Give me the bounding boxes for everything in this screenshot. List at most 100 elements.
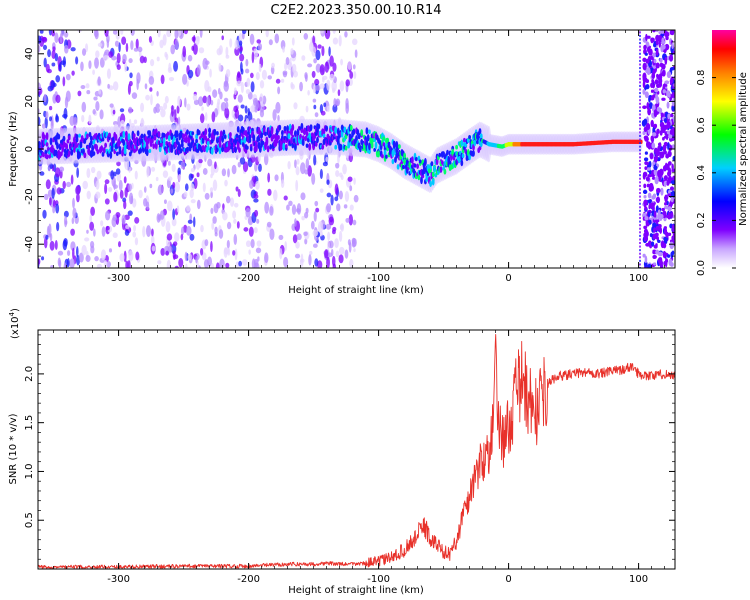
spectrogram-ridge-cell <box>104 142 107 148</box>
spectrogram-noise-blob <box>342 164 347 175</box>
spectrogram-noise-blob <box>319 83 325 89</box>
spectrogram-noise-blob <box>38 44 41 53</box>
spectrogram-noise-blob <box>192 94 198 101</box>
spectrogram-noise-blob <box>88 114 92 125</box>
spectrogram-noise-blob <box>101 226 106 237</box>
spectrogram-edge-noise <box>658 40 662 48</box>
spectrogram-noise-blob <box>273 189 278 202</box>
spectrogram-noise-blob <box>330 248 334 257</box>
spectrogram-noise-blob <box>72 197 75 209</box>
spectrogram-edge-streak <box>639 256 641 259</box>
spectrogram-ridge-cell <box>49 137 53 146</box>
spectrogram-noise-blob <box>90 206 95 216</box>
spectrogram-noise-blob <box>163 199 167 205</box>
spectrogram-edge-noise <box>671 105 675 111</box>
spectrogram-noise-blob <box>90 166 96 174</box>
spectrogram-noise-blob <box>108 248 113 253</box>
spectrogram-edge-noise <box>651 142 656 149</box>
spectrogram-noise-blob <box>285 57 290 66</box>
spectrogram-noise-blob <box>340 223 345 232</box>
spectrogram-noise-blob <box>305 105 309 113</box>
spectrogram-noise-blob <box>121 214 126 225</box>
spectrogram-edge-noise <box>651 132 657 137</box>
spectrogram-noise-blob <box>150 94 153 106</box>
spectrogram-noise-blob <box>49 116 53 122</box>
spectrogram-noise-blob <box>225 46 229 57</box>
spectrogram-noise-blob <box>130 30 135 36</box>
spectrogram-noise-blob <box>313 58 317 64</box>
spectrogram-noise-blob <box>351 240 356 248</box>
spectrogram-noise-blob <box>89 221 95 231</box>
spectrogram-noise-blob <box>312 98 317 103</box>
spectrogram-noise-blob <box>62 239 68 251</box>
spectrogram-noise-blob <box>320 231 323 237</box>
spectrogram-noise-blob <box>104 30 109 37</box>
spectrogram-ridge-cell <box>65 144 68 150</box>
spectrogram-ridge-cell <box>114 133 118 142</box>
spectrogram-ridge-cell <box>123 147 127 155</box>
spectrogram-ridge-cell <box>182 133 186 138</box>
spectrogram-noise-blob <box>78 252 84 263</box>
spectrogram-ridge-cell <box>223 134 227 139</box>
spectrogram-noise-blob <box>259 80 265 89</box>
spectrogram-noise-blob <box>292 63 297 74</box>
spectrogram-noise-blob <box>345 79 350 87</box>
spectrogram-noise-blob <box>128 183 132 192</box>
spectrogram-noise-blob <box>314 112 319 118</box>
spectrogram-edge-noise <box>654 79 659 85</box>
spectrogram-noise-blob <box>81 101 87 113</box>
spectrogram-noise-blob <box>143 56 147 64</box>
spectrogram-noise-blob <box>245 89 251 95</box>
spectrogram-edge-streak <box>639 70 641 73</box>
spectrogram-noise-blob <box>223 247 228 258</box>
spectrogram-noise-blob <box>47 189 53 198</box>
spectrogram-ridge-cell <box>60 151 63 157</box>
spectrogram-noise-blob <box>212 179 218 192</box>
spectrogram-noise-blob <box>95 191 101 199</box>
spectrogram-noise-blob <box>173 60 179 72</box>
spectrogram-edge-noise <box>655 62 660 69</box>
spectrogram-ridge-cell <box>414 156 418 162</box>
spectrogram-ridge-cell <box>56 142 59 150</box>
spectrogram-ridge-cell <box>443 168 447 175</box>
spectrogram-ridge-cell <box>109 151 113 159</box>
spectrogram-noise-blob <box>304 211 309 219</box>
spectrogram-noise-blob <box>94 57 99 69</box>
spectrogram-noise-blob <box>130 40 134 51</box>
spectrogram-ridge-cell <box>308 142 312 151</box>
spectrogram-noise-blob <box>172 250 176 260</box>
spectrogram-noise-blob <box>63 262 67 268</box>
spectrogram-noise-blob <box>204 112 208 121</box>
spectrogram-edge-noise <box>642 173 647 178</box>
spectrogram-noise-blob <box>96 170 102 180</box>
spectrogram-noise-blob <box>274 33 280 44</box>
spectrogram-noise-blob <box>235 186 239 192</box>
spectrogram-noise-blob <box>324 30 331 40</box>
spectrogram-noise-blob <box>325 223 332 230</box>
spectrogram-edge-streak <box>639 188 641 191</box>
spectrogram-noise-blob <box>107 83 110 89</box>
spectrogram-edge-noise <box>659 130 663 136</box>
spectrogram-noise-blob <box>344 31 348 38</box>
spectrogram-noise-blob <box>327 240 330 251</box>
spectrogram-noise-blob <box>319 188 324 193</box>
spectrogram-ridge-cell <box>305 143 309 148</box>
spectrogram-noise-blob <box>201 252 207 261</box>
spectrogram-ridge-cell <box>478 128 482 135</box>
spectrogram-noise-blob <box>236 80 242 87</box>
spectrogram-noise-blob <box>217 98 221 106</box>
spectrogram-noise-blob <box>207 158 213 167</box>
spectrogram-edge-noise <box>643 260 648 268</box>
spectrogram-edge-noise <box>653 165 658 171</box>
spectrogram-noise-blob <box>294 159 297 169</box>
spectrogram-noise-blob <box>351 38 358 46</box>
spectrogram-ridge-cell <box>78 150 81 159</box>
spectrogram-edge-noise <box>642 253 646 258</box>
spectrogram-ridge-cell <box>344 145 348 151</box>
spectrogram-noise-blob <box>253 194 259 199</box>
spectrogram-ridge-cell <box>67 150 71 157</box>
spectrogram-noise-blob <box>332 62 337 72</box>
spectrogram-noise-blob <box>184 97 187 108</box>
spectrogram-noise-blob <box>142 225 146 238</box>
spectrogram-edge-streak <box>639 181 641 184</box>
